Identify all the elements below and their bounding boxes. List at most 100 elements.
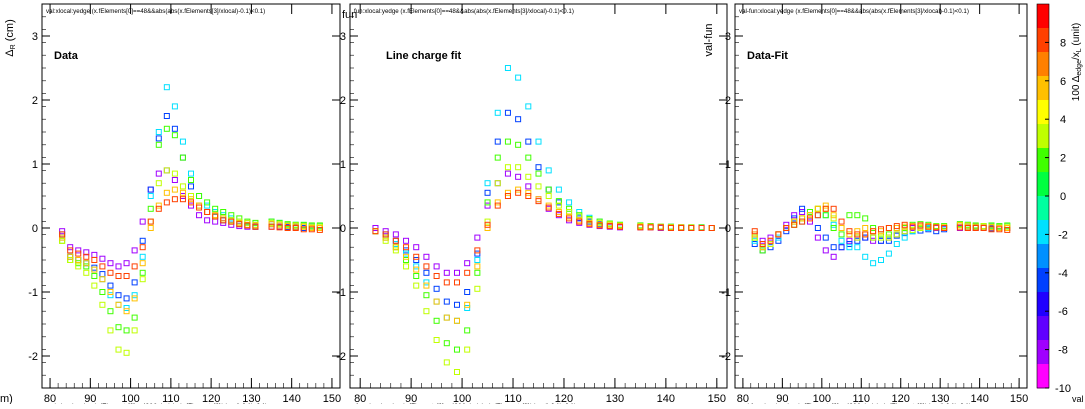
- data-point: [838, 218, 845, 225]
- data-point: [474, 285, 481, 292]
- series-6: [59, 186, 323, 315]
- data-point: [403, 257, 410, 263]
- data-point: [576, 209, 583, 215]
- data-point: [433, 337, 440, 343]
- data-point: [453, 317, 460, 324]
- data-point: [909, 225, 916, 231]
- data-point: [423, 263, 430, 270]
- data-point: [83, 260, 90, 267]
- data-point: [123, 295, 130, 302]
- data-point: [862, 215, 869, 222]
- x-tick-label: 120: [892, 393, 910, 404]
- cut-axis-label: fun: [342, 9, 357, 21]
- data-point: [147, 218, 154, 225]
- colorbar-segment: [1037, 268, 1049, 293]
- y-tick-label: -1: [336, 287, 346, 299]
- plot-frame: [41, 3, 341, 389]
- data-point: [372, 228, 379, 235]
- series-3: [751, 212, 1011, 267]
- data-point: [179, 154, 186, 161]
- data-point: [751, 231, 758, 238]
- data-point: [846, 241, 853, 247]
- data-point: [535, 198, 542, 205]
- data-point: [535, 138, 542, 145]
- data-point: [783, 228, 790, 235]
- data-point: [204, 199, 211, 206]
- data-point: [115, 301, 122, 308]
- data-point: [179, 196, 186, 203]
- data-point: [988, 226, 995, 233]
- data-point: [767, 241, 774, 247]
- data-point: [885, 250, 892, 257]
- data-point: [535, 196, 542, 203]
- x-tick-label: 150: [323, 393, 341, 404]
- colorbar-tick-label: 4: [1060, 114, 1066, 126]
- y-tick-label: -1: [721, 287, 731, 299]
- data-point: [862, 231, 869, 238]
- data-point: [862, 234, 869, 241]
- data-point: [392, 231, 399, 238]
- data-point: [515, 141, 522, 148]
- data-point: [204, 209, 211, 215]
- data-point: [870, 260, 877, 267]
- data-point: [179, 189, 186, 196]
- data-point: [494, 180, 501, 187]
- data-point: [423, 282, 430, 289]
- data-point: [525, 138, 532, 145]
- data-point: [171, 170, 178, 177]
- data-point: [708, 225, 715, 231]
- data-point: [75, 257, 82, 263]
- data-point: [980, 225, 987, 231]
- data-point: [535, 196, 542, 203]
- y-tick-label: 1: [725, 159, 731, 171]
- series-2: [59, 113, 323, 302]
- data-point: [783, 225, 790, 231]
- data-point: [799, 218, 806, 225]
- data-point: [846, 231, 853, 238]
- data-point: [453, 301, 460, 308]
- data-point: [155, 129, 162, 135]
- data-point: [484, 218, 491, 225]
- data-point: [163, 189, 170, 196]
- data-point: [814, 205, 821, 212]
- data-point: [504, 193, 511, 199]
- data-point: [708, 225, 715, 231]
- data-point: [123, 305, 130, 311]
- x-tick-label: 110: [504, 393, 522, 404]
- data-point: [878, 237, 884, 244]
- x-tick-label: 100: [121, 393, 139, 404]
- data-point: [220, 212, 227, 219]
- data-point: [941, 226, 948, 233]
- data-point: [799, 205, 806, 212]
- data-point: [767, 237, 774, 244]
- colorbar-tick-label: -6: [1058, 306, 1068, 318]
- data-point: [155, 170, 162, 177]
- data-point: [494, 199, 501, 206]
- data-point: [806, 218, 813, 225]
- data-point: [838, 231, 845, 238]
- data-point: [99, 289, 106, 295]
- data-point: [964, 223, 971, 230]
- data-point: [806, 212, 813, 219]
- data-point: [885, 234, 892, 241]
- data-point: [75, 250, 82, 257]
- colorbar-segment: [1037, 340, 1049, 365]
- chart-panel-2: fun:xlocal:yedge (x.fElements[0]==48&&ab…: [336, 3, 728, 409]
- data-point: [252, 223, 259, 230]
- data-point: [830, 225, 837, 231]
- data-point: [901, 234, 908, 241]
- colorbar-tick-label: 2: [1060, 153, 1066, 165]
- data-point: [566, 205, 573, 212]
- panel-label: Line charge fit: [386, 50, 462, 62]
- data-point: [155, 141, 162, 148]
- cut-axis-label: m): [0, 393, 13, 404]
- data-point: [759, 247, 766, 254]
- data-point: [423, 292, 430, 299]
- data-point: [838, 244, 845, 251]
- data-point: [131, 292, 138, 299]
- data-point: [75, 247, 82, 254]
- data-point: [300, 226, 307, 233]
- data-point: [545, 193, 552, 199]
- x-tick-label: 120: [555, 393, 573, 404]
- data-point: [596, 222, 603, 229]
